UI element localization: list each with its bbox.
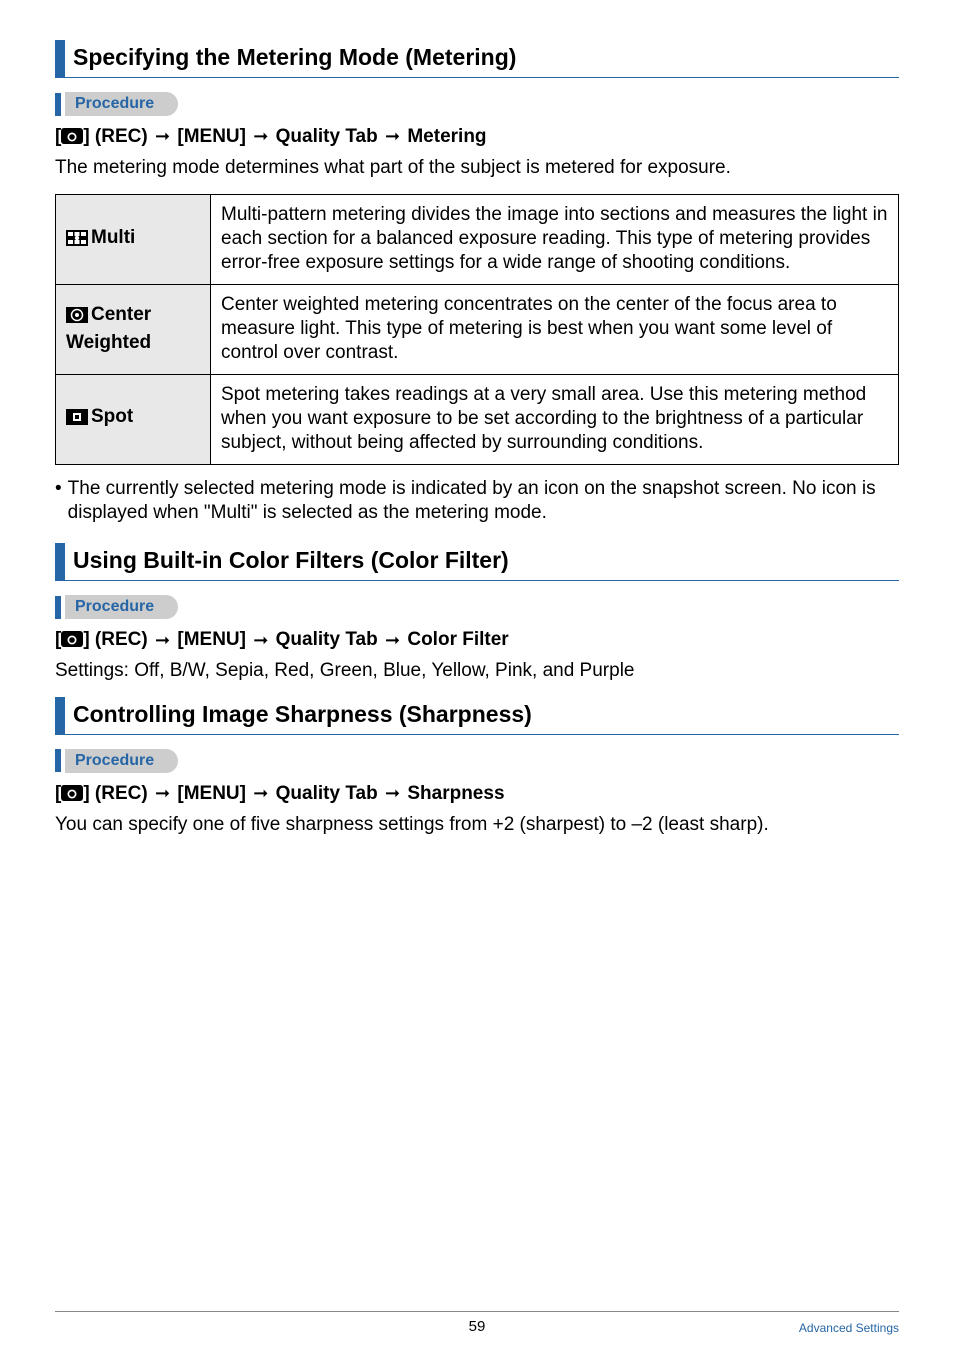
rec-text: ] (REC) [83,629,147,650]
menu-path-sharpness: [] (REC) ➞ [MENU] ➞ Quality Tab ➞ Sharpn… [55,783,899,807]
camera-icon [61,785,83,807]
arrow-icon: ➞ [383,126,402,147]
bullet-dot: • [55,477,68,526]
quality-tab-text: Quality Tab [276,629,378,650]
metering-intro: The metering mode determines what part o… [55,156,899,180]
menu-text: [MENU] [177,126,246,147]
page-footer: 59 Advanced Settings [55,1311,899,1335]
section-title: Using Built-in Color Filters (Color Filt… [73,543,509,580]
header-accent-bar [55,40,65,77]
arrow-icon: ➞ [153,783,172,804]
metering-target: Metering [407,126,486,147]
arrow-icon: ➞ [153,126,172,147]
procedure-label: Procedure [65,92,178,116]
spot-metering-icon [66,408,88,432]
procedure-header: Procedure [55,749,899,773]
quality-tab-text: Quality Tab [276,783,378,804]
metering-modes-table: Multi Multi-pattern metering divides the… [55,194,899,465]
procedure-stub [55,596,61,619]
metering-note: • The currently selected metering mode i… [55,477,899,526]
procedure-header: Procedure [55,92,899,116]
sharpness-target: Sharpness [407,783,504,804]
colorfilter-target: Color Filter [407,629,508,650]
spot-label-text: Spot [91,406,133,427]
center-label-line1: Center [91,304,151,325]
menu-path-metering: [] (REC) ➞ [MENU] ➞ Quality Tab ➞ Meteri… [55,126,899,150]
table-row: Center Weighted Center weighted metering… [56,284,899,374]
colorfilter-settings: Settings: Off, B/W, Sepia, Red, Green, B… [55,659,899,683]
section-header-sharpness: Controlling Image Sharpness (Sharpness) [55,697,899,735]
arrow-icon: ➞ [383,783,402,804]
rec-text: ] (REC) [83,126,147,147]
arrow-icon: ➞ [251,630,270,651]
mode-label-multi: Multi [56,194,211,284]
procedure-header: Procedure [55,595,899,619]
mode-label-spot: Spot [56,374,211,464]
arrow-icon: ➞ [383,630,402,651]
multi-label-text: Multi [91,227,135,248]
page-number: 59 [55,1318,899,1335]
arrow-icon: ➞ [251,783,270,804]
mode-desc-multi: Multi-pattern metering divides the image… [211,194,899,284]
camera-icon [61,128,83,150]
header-accent-bar [55,697,65,734]
section-title: Controlling Image Sharpness (Sharpness) [73,697,532,734]
metering-note-text: The currently selected metering mode is … [68,477,899,526]
rec-text: ] (REC) [83,783,147,804]
mode-desc-spot: Spot metering takes readings at a very s… [211,374,899,464]
arrow-icon: ➞ [251,126,270,147]
table-row: Multi Multi-pattern metering divides the… [56,194,899,284]
menu-text: [MENU] [177,783,246,804]
procedure-label: Procedure [65,595,178,619]
center-label-line2: Weighted [66,332,151,353]
mode-label-center: Center Weighted [56,284,211,374]
section-title: Specifying the Metering Mode (Metering) [73,40,516,77]
chapter-name: Advanced Settings [799,1321,899,1335]
arrow-icon: ➞ [153,630,172,651]
camera-icon [61,631,83,653]
table-row: Spot Spot metering takes readings at a v… [56,374,899,464]
sharpness-desc: You can specify one of five sharpness se… [55,813,899,837]
procedure-stub [55,749,61,772]
header-accent-bar [55,543,65,580]
procedure-stub [55,93,61,116]
section-header-metering: Specifying the Metering Mode (Metering) [55,40,899,78]
mode-desc-center: Center weighted metering concentrates on… [211,284,899,374]
menu-path-colorfilter: [] (REC) ➞ [MENU] ➞ Quality Tab ➞ Color … [55,629,899,653]
procedure-label: Procedure [65,749,178,773]
quality-tab-text: Quality Tab [276,126,378,147]
section-header-colorfilter: Using Built-in Color Filters (Color Filt… [55,543,899,581]
center-metering-icon [66,306,88,330]
menu-text: [MENU] [177,629,246,650]
multi-metering-icon [66,229,88,253]
